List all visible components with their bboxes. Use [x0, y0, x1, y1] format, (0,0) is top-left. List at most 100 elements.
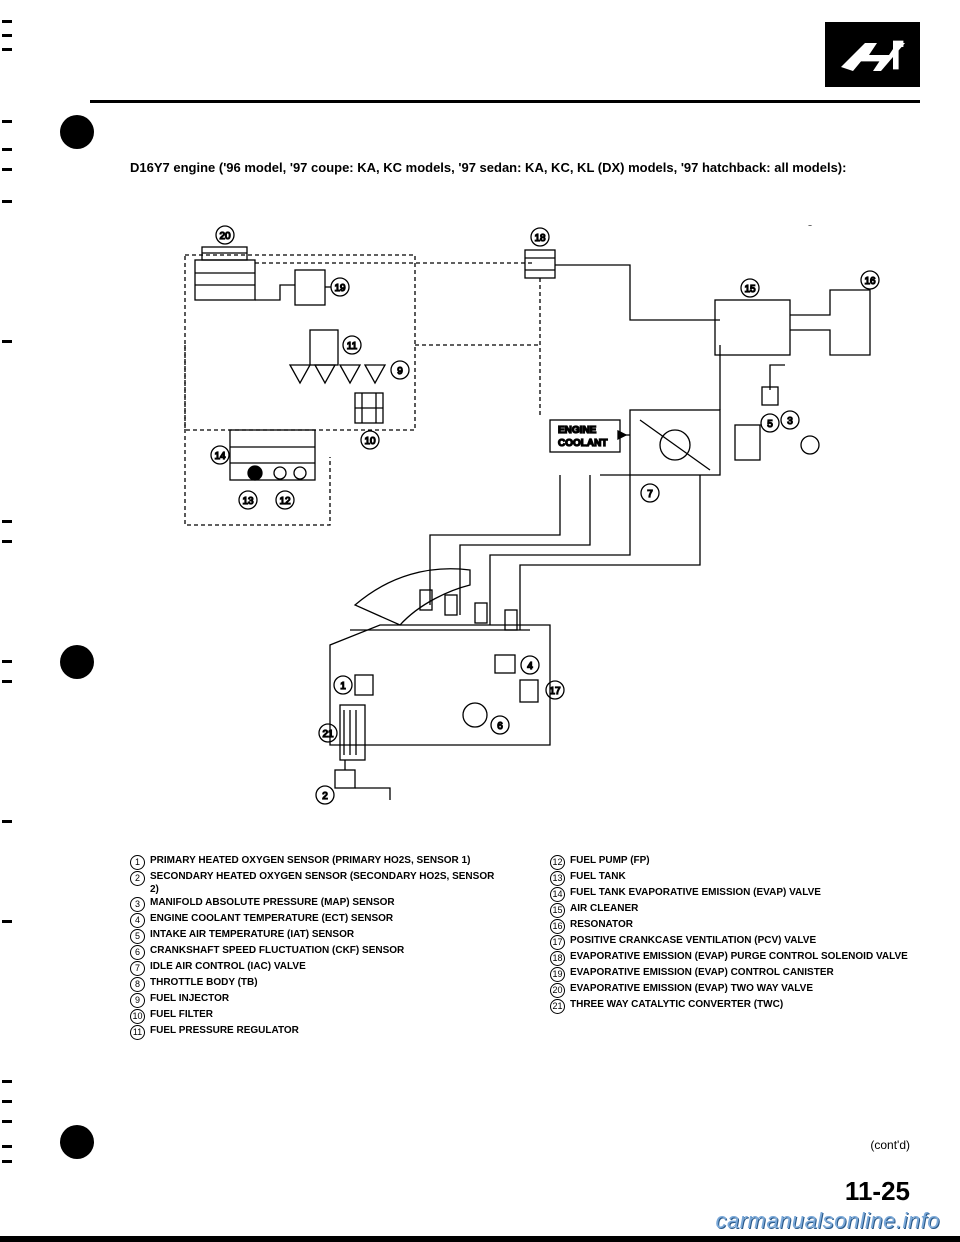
section-bullet: [60, 115, 94, 149]
continued-label: (cont'd): [870, 1138, 910, 1152]
svg-text:18: 18: [534, 233, 546, 244]
svg-text:COOLANT: COOLANT: [558, 438, 607, 449]
svg-text:19: 19: [334, 283, 346, 294]
vacuum-diagram: 20 19 11 9: [130, 225, 890, 805]
section-bullet: [60, 645, 94, 679]
manual-page: D16Y7 engine ('96 model, '97 coupe: KA, …: [0, 0, 960, 1242]
legend-item: 11 FUEL PRESSURE REGULATOR: [130, 1025, 500, 1040]
legend-item: 7 IDLE AIR CONTROL (IAC) VALVE: [130, 961, 500, 976]
legend-item: 20 EVAPORATIVE EMISSION (EVAP) TWO WAY VA…: [550, 983, 920, 998]
legend-item-text: RESONATOR: [570, 919, 920, 934]
binding-ticks: [0, 0, 40, 1242]
legend-item-text: FUEL INJECTOR: [150, 993, 500, 1008]
legend-item-number: 19: [550, 967, 565, 982]
legend-item-text: IDLE AIR CONTROL (IAC) VALVE: [150, 961, 500, 976]
legend-item: 16 RESONATOR: [550, 919, 920, 934]
legend-item-number: 3: [130, 897, 145, 912]
legend-item-number: 11: [130, 1025, 145, 1040]
legend-item-text: ENGINE COOLANT TEMPERATURE (ECT) SENSOR: [150, 913, 500, 928]
svg-text:9: 9: [397, 366, 403, 377]
legend-item-number: 16: [550, 919, 565, 934]
bottom-bar: [0, 1236, 960, 1242]
legend-item-text: EVAPORATIVE EMISSION (EVAP) PURGE CONTRO…: [570, 951, 920, 966]
header-rule: [90, 100, 920, 103]
legend-item-number: 1: [130, 855, 145, 870]
legend-item-number: 8: [130, 977, 145, 992]
svg-text:5: 5: [767, 419, 773, 430]
watermark: carmanualsonline.info: [715, 1208, 940, 1234]
legend-item: 17 POSITIVE CRANKCASE VENTILATION (PCV) V…: [550, 935, 920, 950]
legend-item-number: 18: [550, 951, 565, 966]
legend-item-number: 17: [550, 935, 565, 950]
legend-item: 1 PRIMARY HEATED OXYGEN SENSOR (PRIMARY H…: [130, 855, 500, 870]
svg-text:10: 10: [364, 436, 376, 447]
legend-item-text: EVAPORATIVE EMISSION (EVAP) CONTROL CANI…: [570, 967, 920, 982]
legend: 1 PRIMARY HEATED OXYGEN SENSOR (PRIMARY H…: [130, 855, 920, 1041]
legend-item-text: INTAKE AIR TEMPERATURE (IAT) SENSOR: [150, 929, 500, 944]
legend-item-number: 21: [550, 999, 565, 1014]
svg-text:17: 17: [549, 686, 561, 697]
legend-item: 12 FUEL PUMP (FP): [550, 855, 920, 870]
legend-item-text: FUEL PRESSURE REGULATOR: [150, 1025, 500, 1040]
legend-item-number: 10: [130, 1009, 145, 1024]
legend-item-number: 13: [550, 871, 565, 886]
svg-text:12: 12: [279, 496, 291, 507]
page-title: D16Y7 engine ('96 model, '97 coupe: KA, …: [130, 160, 900, 175]
legend-item-text: EVAPORATIVE EMISSION (EVAP) TWO WAY VALV…: [570, 983, 920, 998]
legend-item-text: MANIFOLD ABSOLUTE PRESSURE (MAP) SENSOR: [150, 897, 500, 912]
legend-item: 15 AIR CLEANER: [550, 903, 920, 918]
legend-item-text: FUEL FILTER: [150, 1009, 500, 1024]
legend-item: 14 FUEL TANK EVAPORATIVE EMISSION (EVAP) …: [550, 887, 920, 902]
legend-item-text: POSITIVE CRANKCASE VENTILATION (PCV) VAL…: [570, 935, 920, 950]
svg-text:6: 6: [497, 721, 503, 732]
legend-item-text: SECONDARY HEATED OXYGEN SENSOR (SECONDAR…: [150, 871, 500, 896]
brand-logo: [825, 22, 920, 87]
legend-item-number: 15: [550, 903, 565, 918]
legend-item-number: 5: [130, 929, 145, 944]
svg-text:13: 13: [242, 496, 254, 507]
legend-item-text: CRANKSHAFT SPEED FLUCTUATION (CKF) SENSO…: [150, 945, 500, 960]
legend-item-number: 9: [130, 993, 145, 1008]
legend-item: 18 EVAPORATIVE EMISSION (EVAP) PURGE CONT…: [550, 951, 920, 966]
legend-item-text: FUEL TANK: [570, 871, 920, 886]
legend-item-number: 4: [130, 913, 145, 928]
legend-item: 5 INTAKE AIR TEMPERATURE (IAT) SENSOR: [130, 929, 500, 944]
section-bullet: [60, 1125, 94, 1159]
legend-item: 3 MANIFOLD ABSOLUTE PRESSURE (MAP) SENSOR: [130, 897, 500, 912]
legend-item-text: THREE WAY CATALYTIC CONVERTER (TWC): [570, 999, 920, 1014]
legend-item: 2 SECONDARY HEATED OXYGEN SENSOR (SECONDA…: [130, 871, 500, 896]
svg-text:2: 2: [322, 791, 328, 802]
legend-item: 9 FUEL INJECTOR: [130, 993, 500, 1008]
legend-item-text: FUEL TANK EVAPORATIVE EMISSION (EVAP) VA…: [570, 887, 920, 902]
svg-text:20: 20: [219, 231, 231, 242]
svg-text:7: 7: [647, 489, 653, 500]
svg-text:3: 3: [787, 416, 793, 427]
legend-item: 10 FUEL FILTER: [130, 1009, 500, 1024]
svg-text:15: 15: [744, 284, 756, 295]
legend-item-number: 2: [130, 871, 145, 886]
legend-item-text: AIR CLEANER: [570, 903, 920, 918]
legend-left-col: 1 PRIMARY HEATED OXYGEN SENSOR (PRIMARY H…: [130, 855, 500, 1041]
legend-item-number: 12: [550, 855, 565, 870]
svg-text:16: 16: [864, 276, 876, 287]
legend-item-number: 7: [130, 961, 145, 976]
legend-item: 21 THREE WAY CATALYTIC CONVERTER (TWC): [550, 999, 920, 1014]
legend-item: 19 EVAPORATIVE EMISSION (EVAP) CONTROL CA…: [550, 967, 920, 982]
svg-text:21: 21: [322, 729, 334, 740]
svg-text:11: 11: [347, 341, 358, 352]
legend-right-col: 12 FUEL PUMP (FP) 13 FUEL TANK 14 FUEL TANK E…: [550, 855, 920, 1041]
legend-item-number: 6: [130, 945, 145, 960]
svg-text:8: 8: [807, 225, 813, 228]
legend-item-number: 14: [550, 887, 565, 902]
svg-text:14: 14: [214, 451, 226, 462]
legend-item-number: 20: [550, 983, 565, 998]
legend-item-text: FUEL PUMP (FP): [570, 855, 920, 870]
legend-item: 4 ENGINE COOLANT TEMPERATURE (ECT) SENSOR: [130, 913, 500, 928]
page-number: 11-25: [845, 1176, 910, 1207]
legend-item-text: PRIMARY HEATED OXYGEN SENSOR (PRIMARY HO…: [150, 855, 500, 870]
legend-item: 6 CRANKSHAFT SPEED FLUCTUATION (CKF) SENS…: [130, 945, 500, 960]
svg-text:ENGINE: ENGINE: [558, 425, 597, 436]
svg-text:1: 1: [340, 681, 346, 692]
legend-item: 8 THROTTLE BODY (TB): [130, 977, 500, 992]
legend-item-text: THROTTLE BODY (TB): [150, 977, 500, 992]
